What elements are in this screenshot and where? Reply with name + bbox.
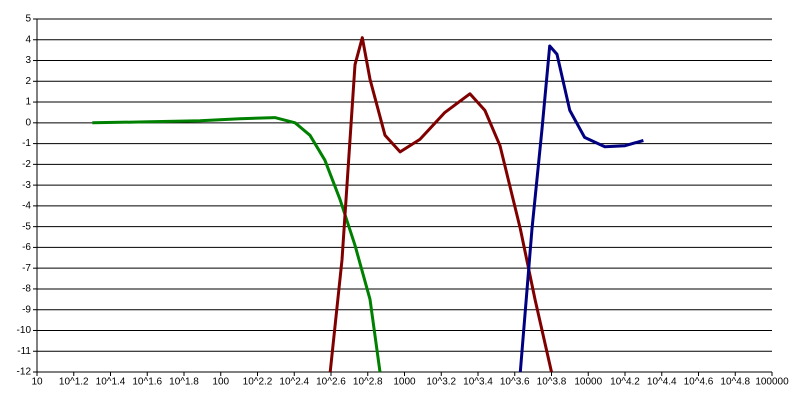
x-tick-label: 10000 [574,377,602,388]
y-tick-label: 3 [25,55,31,66]
x-tick-label: 10^2.6 [316,377,346,388]
x-tick-label: 10^1.6 [132,377,162,388]
x-tick-label: 10^3.6 [500,377,530,388]
x-tick-label: 10^3.2 [426,377,456,388]
y-tick-label: -11 [17,346,31,357]
x-tick-label: 100 [212,377,229,388]
y-tick-label: -5 [22,221,31,232]
y-tick-label: -1 [22,138,31,149]
y-tick-label: 0 [25,117,31,128]
x-tick-label: 10^4.6 [684,377,714,388]
x-tick-label: 10^4.8 [720,377,750,388]
y-tick-label: -4 [22,201,31,212]
y-tick-label: 5 [25,14,31,25]
x-tick-label: 10^4.4 [647,377,677,388]
y-tick-label: -7 [22,263,31,274]
x-tick-label: 10^2.2 [243,377,273,388]
x-tick-label: 10^1.4 [96,377,126,388]
y-tick-label: -2 [22,159,31,170]
line-series [92,116,382,373]
x-tick-label: 10^3.8 [537,377,567,388]
y-tick-label: -12 [17,367,32,378]
x-tick-label: 10^2.4 [279,377,309,388]
y-tick-label: 4 [25,34,31,45]
y-tick-label: -3 [22,180,31,191]
x-tick-label: 100000 [755,377,789,388]
y-tick-label: 1 [25,97,31,108]
y-tick-label: -10 [17,325,32,336]
x-tick-label: 10^1.2 [59,377,89,388]
x-tick-label: 1000 [393,377,416,388]
x-tick-label: 10 [31,377,43,388]
y-tick-label: 2 [25,76,31,87]
x-tick-label: 10^3.4 [463,377,493,388]
y-tick-label: -8 [22,284,31,295]
y-tick-label: -9 [22,304,31,315]
x-tick-label: 10^1.8 [169,377,199,388]
line-series [518,44,644,373]
line-series [328,36,553,373]
y-tick-label: -6 [22,242,31,253]
x-tick-label: 10^4.2 [610,377,640,388]
x-tick-label: 10^2.8 [353,377,383,388]
